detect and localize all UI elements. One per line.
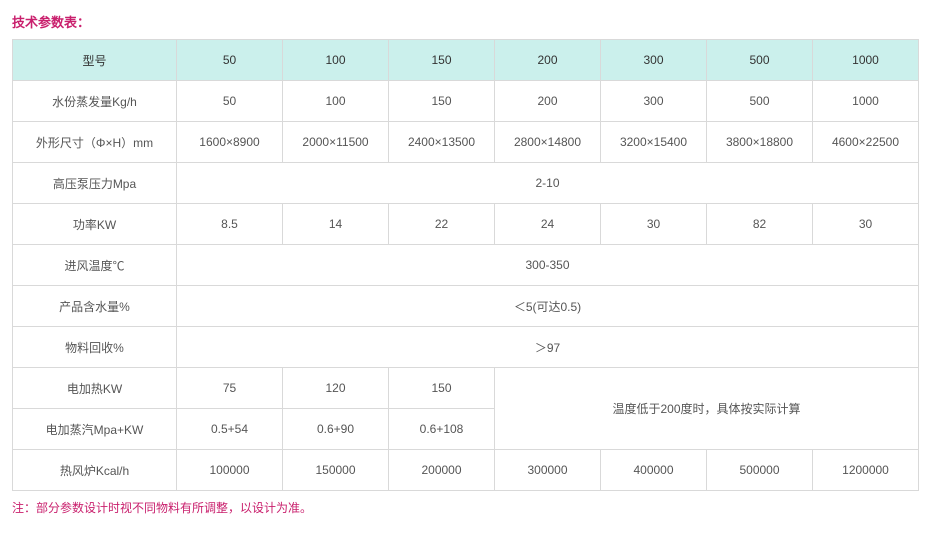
cell: 0.6+90 [283, 409, 389, 450]
cell: 300000 [495, 450, 601, 491]
spec-table: 型号 50 100 150 200 300 500 1000 水份蒸发量Kg/h… [12, 39, 919, 491]
header-col: 300 [601, 40, 707, 81]
table-title: 技术参数表： [12, 12, 919, 31]
row-power: 功率KW 8.5 14 22 24 30 82 30 [13, 204, 919, 245]
row-label: 高压泵压力Mpa [13, 163, 177, 204]
cell-merged: 2-10 [177, 163, 919, 204]
row-label: 进风温度℃ [13, 245, 177, 286]
cell: 30 [813, 204, 919, 245]
cell: 4600×22500 [813, 122, 919, 163]
row-evap: 水份蒸发量Kg/h 50 100 150 200 300 500 1000 [13, 81, 919, 122]
cell: 100000 [177, 450, 283, 491]
cell: 100 [283, 81, 389, 122]
cell-note: 温度低于200度时，具体按实际计算 [495, 368, 919, 450]
cell: 24 [495, 204, 601, 245]
cell: 1600×8900 [177, 122, 283, 163]
footnote: 注：部分参数设计时视不同物料有所调整，以设计为准。 [12, 499, 919, 516]
row-label: 外形尺寸（Φ×H）mm [13, 122, 177, 163]
header-col: 1000 [813, 40, 919, 81]
row-label: 物料回收% [13, 327, 177, 368]
row-recov: 物料回收% ＞97 [13, 327, 919, 368]
cell: 0.5+54 [177, 409, 283, 450]
cell: 200000 [389, 450, 495, 491]
cell: 120 [283, 368, 389, 409]
cell: 150 [389, 81, 495, 122]
cell-merged: 300-350 [177, 245, 919, 286]
cell: 150 [389, 368, 495, 409]
cell: 2000×11500 [283, 122, 389, 163]
row-eheat: 电加热KW 75 120 150 温度低于200度时，具体按实际计算 [13, 368, 919, 409]
cell: 150000 [283, 450, 389, 491]
cell-merged: ＞97 [177, 327, 919, 368]
row-label: 热风炉Kcal/h [13, 450, 177, 491]
cell: 400000 [601, 450, 707, 491]
row-label: 功率KW [13, 204, 177, 245]
row-press: 高压泵压力Mpa 2-10 [13, 163, 919, 204]
row-moist: 产品含水量% ＜5(可达0.5) [13, 286, 919, 327]
row-label: 水份蒸发量Kg/h [13, 81, 177, 122]
cell: 30 [601, 204, 707, 245]
row-label: 电加热KW [13, 368, 177, 409]
cell: 2400×13500 [389, 122, 495, 163]
cell: 0.6+108 [389, 409, 495, 450]
header-row: 型号 50 100 150 200 300 500 1000 [13, 40, 919, 81]
cell: 2800×14800 [495, 122, 601, 163]
header-label: 型号 [13, 40, 177, 81]
header-col: 100 [283, 40, 389, 81]
cell: 1200000 [813, 450, 919, 491]
header-col: 200 [495, 40, 601, 81]
cell: 300 [601, 81, 707, 122]
cell: 200 [495, 81, 601, 122]
cell: 3200×15400 [601, 122, 707, 163]
cell-merged: ＜5(可达0.5) [177, 286, 919, 327]
cell: 82 [707, 204, 813, 245]
row-inlet: 进风温度℃ 300-350 [13, 245, 919, 286]
row-label: 电加蒸汽Mpa+KW [13, 409, 177, 450]
row-furnace: 热风炉Kcal/h 100000 150000 200000 300000 40… [13, 450, 919, 491]
cell: 500000 [707, 450, 813, 491]
cell: 14 [283, 204, 389, 245]
cell: 22 [389, 204, 495, 245]
row-label: 产品含水量% [13, 286, 177, 327]
cell: 75 [177, 368, 283, 409]
row-dim: 外形尺寸（Φ×H）mm 1600×8900 2000×11500 2400×13… [13, 122, 919, 163]
cell: 8.5 [177, 204, 283, 245]
header-col: 500 [707, 40, 813, 81]
header-col: 150 [389, 40, 495, 81]
cell: 50 [177, 81, 283, 122]
header-col: 50 [177, 40, 283, 81]
cell: 500 [707, 81, 813, 122]
cell: 3800×18800 [707, 122, 813, 163]
cell: 1000 [813, 81, 919, 122]
